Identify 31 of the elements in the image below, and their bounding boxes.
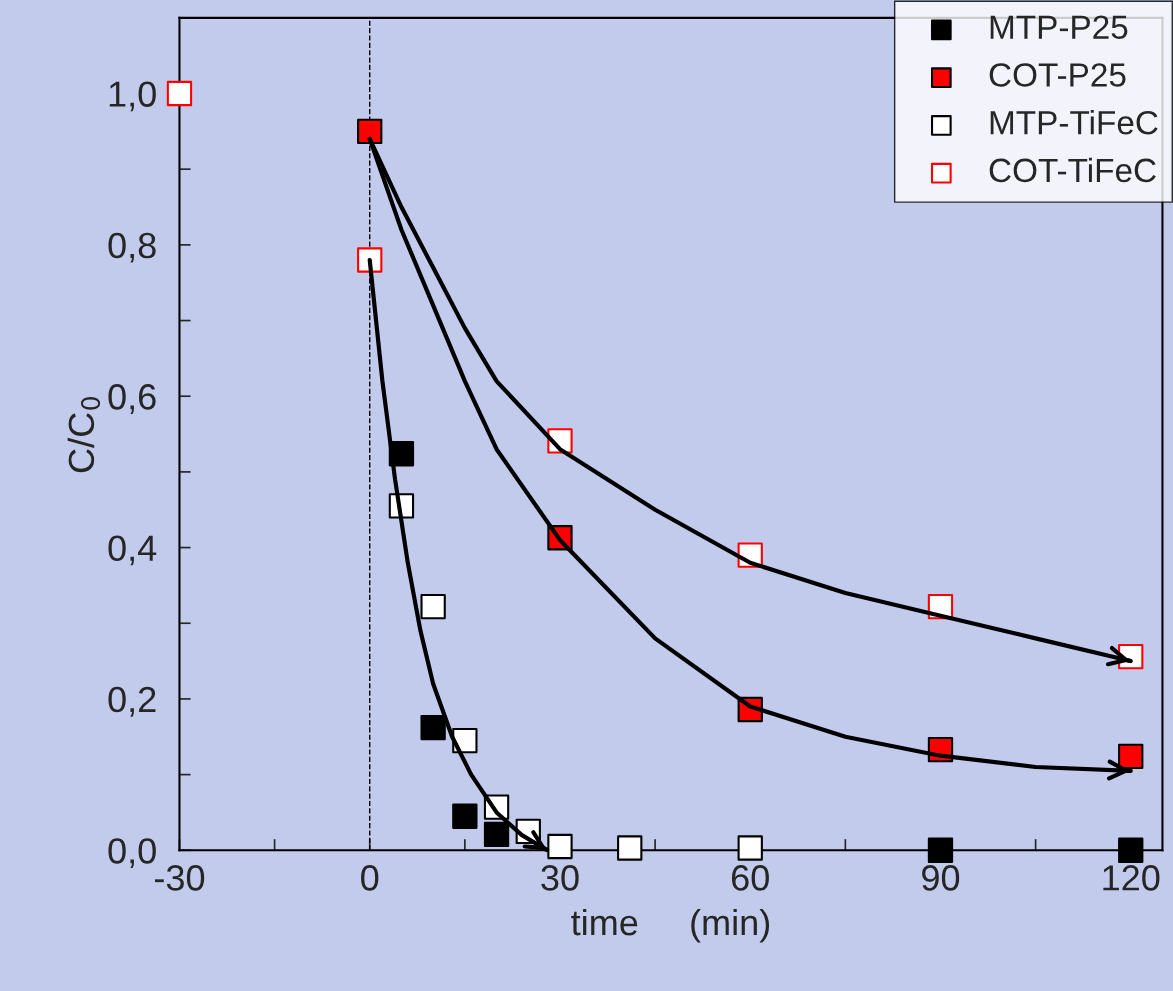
- y-tick-label: 0,2: [108, 686, 156, 717]
- x-axis-title: time (min): [571, 908, 770, 943]
- x-tick-label: 90: [922, 865, 960, 891]
- y-tick-label: 0,4: [108, 535, 157, 566]
- x-tick-label: 30: [541, 865, 579, 891]
- y-tick-label: 0,0: [108, 838, 156, 868]
- legend-label: COT-P25: [989, 63, 1126, 87]
- point: [547, 833, 573, 860]
- legend-label: MTP-TiFeC: [990, 110, 1158, 135]
- y-tick-label: 0,8: [108, 232, 156, 263]
- legend-label: COT-TiFeC: [989, 157, 1156, 183]
- point: [357, 118, 383, 145]
- x-tick-label: -30: [154, 865, 205, 891]
- point: [420, 715, 446, 741]
- x-tick-label: 120: [1103, 865, 1160, 891]
- point: [166, 80, 193, 107]
- point: [1118, 837, 1144, 863]
- y-tick-label: 1,0: [109, 81, 156, 112]
- y-axis-title: C/C$_{0}$: [67, 397, 101, 473]
- legend-label: MTP-P25: [990, 15, 1128, 40]
- point: [737, 835, 763, 861]
- point: [1118, 743, 1144, 770]
- x-tick-label: 60: [731, 865, 769, 891]
- point: [617, 835, 643, 861]
- point: [452, 803, 478, 829]
- point: [927, 837, 954, 863]
- x-tick-label: 0: [361, 865, 379, 891]
- point: [420, 593, 446, 620]
- point: [483, 821, 510, 848]
- point: [357, 247, 383, 273]
- y-tick-label: 0,6: [108, 384, 156, 414]
